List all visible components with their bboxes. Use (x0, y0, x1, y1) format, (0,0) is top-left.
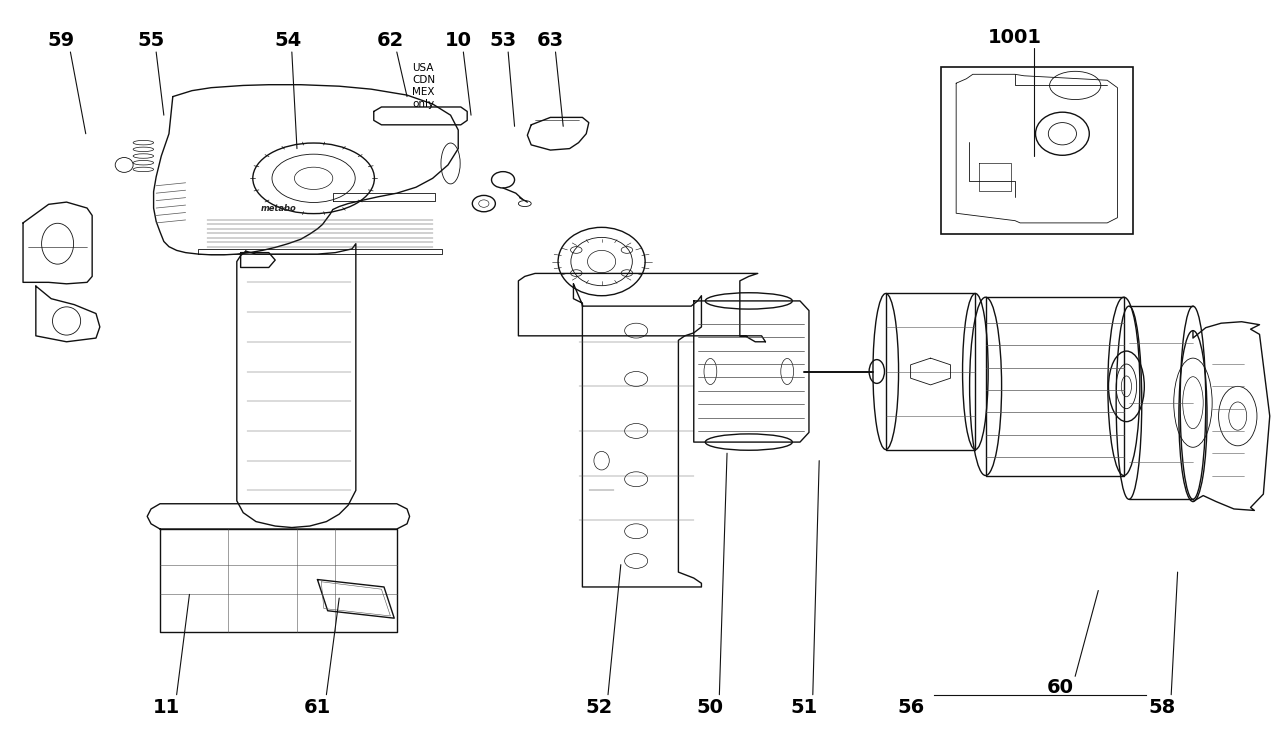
Text: 60: 60 (1046, 678, 1074, 697)
Text: 56: 56 (897, 698, 925, 717)
Text: 51: 51 (790, 698, 818, 717)
Text: 59: 59 (47, 31, 76, 51)
Text: 61: 61 (303, 698, 332, 717)
Text: 55: 55 (137, 31, 165, 51)
Text: 50: 50 (696, 698, 724, 717)
Text: 52: 52 (585, 698, 613, 717)
Text: 11: 11 (152, 698, 180, 717)
Text: 58: 58 (1148, 698, 1176, 717)
Text: USA
CDN
MEX
only: USA CDN MEX only (412, 63, 435, 109)
Text: 54: 54 (274, 31, 302, 51)
Text: 63: 63 (536, 31, 564, 51)
Text: 10: 10 (444, 31, 472, 51)
Text: 1001: 1001 (988, 27, 1042, 47)
Text: 53: 53 (489, 31, 517, 51)
Text: metabo: metabo (261, 204, 297, 212)
Text: 62: 62 (376, 31, 404, 51)
